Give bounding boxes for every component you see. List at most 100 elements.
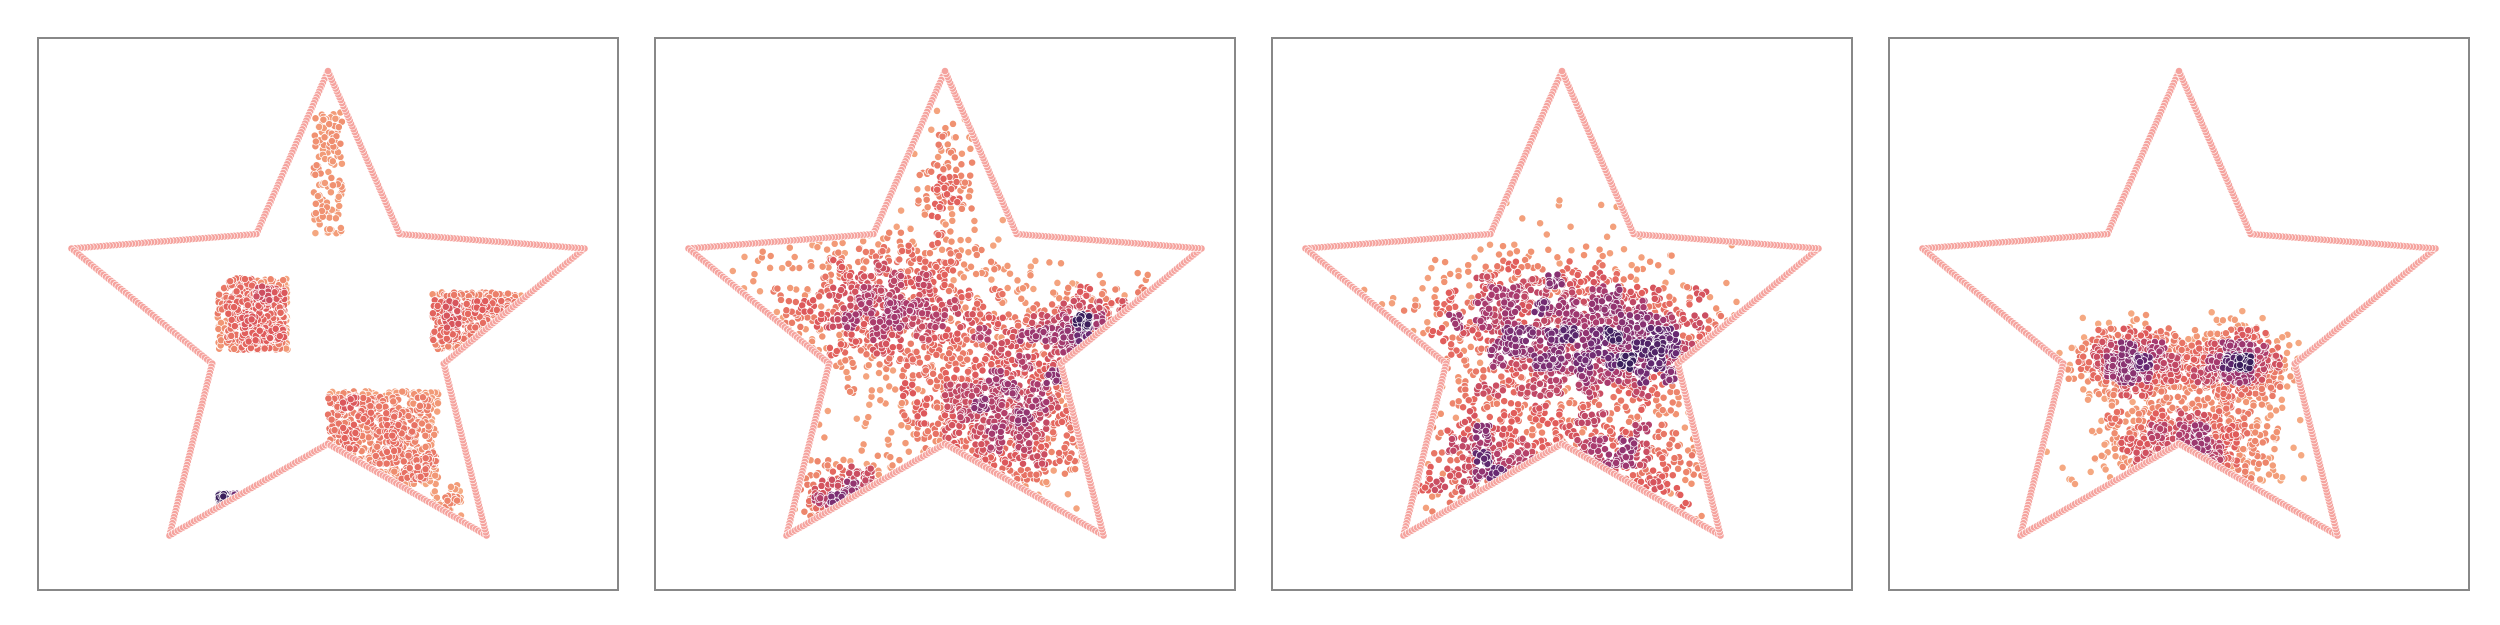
scatter-point — [857, 446, 866, 455]
scatter-point — [812, 471, 821, 480]
scatter-point — [1026, 271, 1035, 280]
scatter-point — [908, 380, 917, 389]
scatter-point — [481, 297, 490, 306]
scatter-point — [247, 315, 256, 324]
scatter-point — [375, 402, 384, 411]
scatter-point — [335, 202, 344, 210]
scatter-point — [847, 330, 856, 339]
scatter-point — [890, 276, 898, 285]
scatter-point — [939, 165, 948, 174]
scatter-point — [845, 469, 854, 478]
scatter-point — [997, 401, 1006, 410]
scatter-point — [998, 313, 1007, 322]
scatter-point — [813, 243, 822, 252]
scatter-point — [888, 461, 897, 470]
scatter-point — [839, 455, 848, 464]
scatter-point — [895, 255, 904, 264]
scatter-point — [895, 342, 904, 351]
scatter-point — [952, 178, 961, 186]
scatter-point — [390, 446, 399, 455]
scatter-point — [817, 481, 826, 490]
scatter-point — [373, 442, 382, 451]
scatter-point — [946, 380, 955, 389]
scatter-point — [796, 322, 805, 331]
scatter-point — [901, 379, 910, 388]
scatter-point — [852, 414, 861, 423]
scatter-point — [1029, 285, 1038, 293]
scatter-point — [251, 336, 260, 345]
scatter-point — [895, 323, 904, 332]
scatter-point — [878, 247, 887, 256]
scatter-point — [931, 323, 940, 332]
scatter-point — [882, 373, 891, 382]
scatter-point — [941, 331, 950, 340]
scatter-point — [818, 262, 827, 271]
scatter-point — [876, 386, 885, 395]
scatter-point — [994, 235, 1003, 244]
scatter-point — [1071, 465, 1080, 474]
scatter-point — [848, 358, 857, 367]
scatter-point — [972, 270, 981, 278]
scatter-point — [886, 453, 895, 462]
scatter-point — [959, 273, 968, 282]
scatter-point — [940, 280, 949, 289]
scatter-point — [989, 241, 998, 250]
scatter-point — [961, 303, 970, 312]
scatter-point — [952, 365, 961, 374]
scatter-point — [923, 203, 932, 212]
scatter-point — [1003, 380, 1012, 389]
scatter-point — [320, 179, 329, 187]
scatter-point — [464, 309, 472, 318]
scatter-point — [816, 494, 825, 503]
scatter-point — [1026, 262, 1035, 271]
scatter-point — [497, 297, 506, 305]
scatter-point — [897, 206, 906, 215]
scatter-point — [954, 251, 963, 260]
scatter-point — [914, 274, 923, 283]
scatter-point — [933, 106, 941, 115]
scatter-point — [443, 323, 451, 332]
scatter-point — [1143, 270, 1152, 279]
scatter-point — [766, 263, 775, 272]
scatter-point — [885, 228, 894, 237]
scatter-point — [908, 355, 917, 364]
scatter-point — [1062, 314, 1071, 323]
scatter-point — [876, 286, 885, 295]
scatter-point — [943, 402, 952, 411]
scatter-point — [215, 290, 224, 299]
scatter-point — [860, 272, 869, 281]
scatter-point — [970, 404, 979, 412]
scatter-point — [823, 245, 832, 254]
scatter-point — [898, 371, 907, 380]
scatter-point — [904, 241, 913, 250]
scatter-point — [915, 358, 924, 367]
scatter-point — [830, 239, 839, 248]
scatter-point — [949, 266, 957, 275]
scatter-point — [957, 160, 966, 169]
scatter-point — [1016, 466, 1025, 475]
scatter-point — [1032, 470, 1041, 479]
scatter-point — [951, 304, 960, 313]
scatter-point — [778, 264, 787, 273]
scatter-point — [997, 339, 1006, 348]
scatter-point — [1057, 259, 1065, 268]
scatter-point — [1018, 284, 1027, 293]
scatter-point — [417, 419, 426, 428]
scatter-point — [351, 428, 360, 437]
scatter-point — [918, 334, 927, 343]
scatter-point — [938, 245, 947, 254]
scatter-point — [390, 467, 399, 476]
scatter-point — [416, 401, 424, 410]
scatter-point — [806, 307, 815, 316]
scatter-point — [952, 165, 961, 174]
scatter-point — [873, 451, 882, 460]
scatter-point — [336, 224, 345, 232]
scatter-point — [275, 332, 284, 341]
scatter-point — [866, 464, 875, 473]
scatter-point — [421, 431, 430, 440]
scatter-point — [838, 239, 847, 247]
scatter-point — [933, 213, 942, 222]
scatter-point — [1033, 452, 1042, 461]
scatter-point — [428, 309, 437, 318]
